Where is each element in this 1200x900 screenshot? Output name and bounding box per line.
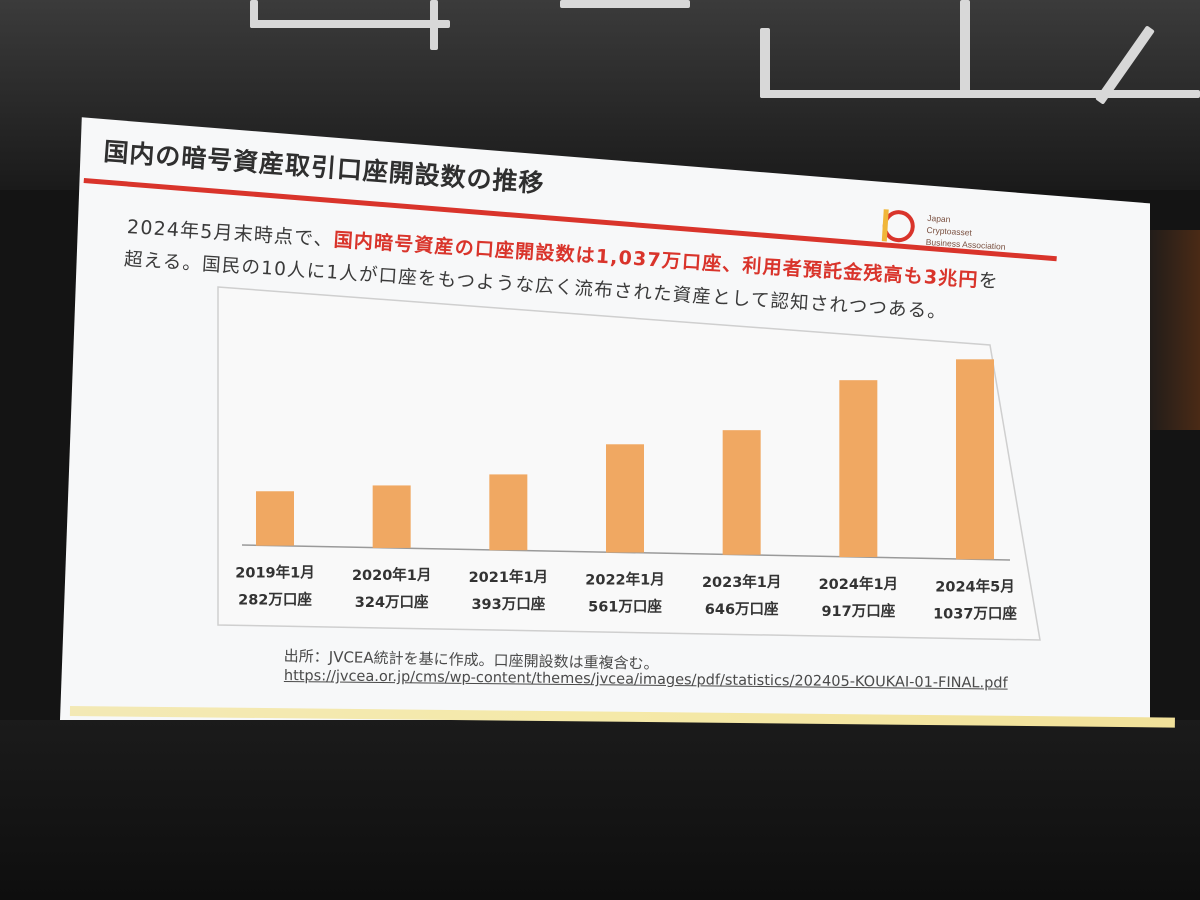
data-label-3: 393万口座 [471, 595, 545, 613]
bar-chart: 2019年1月 282万口座 2020年1月 324万口座 2021年1月 393万口座 2… [210, 285, 1050, 645]
category-label-5: 2023年1月 [702, 573, 781, 591]
x-axis-line [241, 544, 1011, 561]
category-label-3: 2021年1月 [469, 568, 548, 586]
logo-mark-icon [881, 209, 915, 243]
bar-4 [606, 444, 644, 553]
data-label-5: 646万口座 [705, 600, 779, 618]
category-label-4: 2022年1月 [585, 570, 664, 588]
bar-7 [956, 359, 994, 560]
data-label-4: 561万口座 [588, 597, 662, 615]
data-label-2: 324万口座 [355, 593, 429, 611]
bar-5 [722, 430, 761, 555]
data-label-7: 1037万口座 [933, 604, 1017, 622]
bar-6 [839, 380, 878, 558]
bar-1 [256, 491, 294, 546]
bar-2 [372, 485, 411, 548]
category-label-6: 2024年1月 [819, 575, 898, 593]
background-light [1140, 230, 1200, 430]
category-label-7: 2024年5月 [935, 577, 1014, 595]
jcba-logo: Japan Cryptoasset Business Association [877, 205, 1050, 265]
bar-chart-svg: 2019年1月 282万口座 2020年1月 324万口座 2021年1月 393万口座 2… [217, 286, 1041, 641]
category-label-1: 2019年1月 [235, 564, 314, 582]
data-label-1: 282万口座 [238, 591, 312, 609]
bar-3 [489, 474, 528, 551]
logo-text: Japan Cryptoasset Business Association [925, 212, 1006, 252]
category-label-2: 2020年1月 [352, 566, 431, 584]
room-floor [0, 720, 1200, 900]
data-label-6: 917万口座 [821, 602, 895, 620]
